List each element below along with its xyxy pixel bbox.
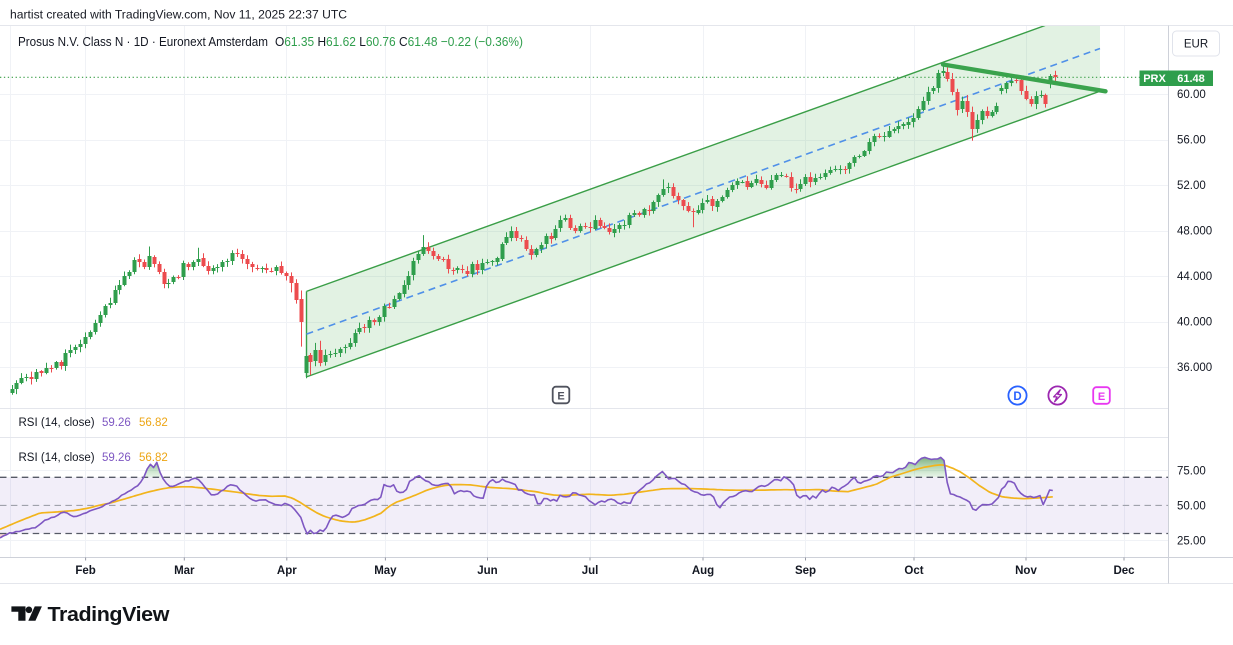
svg-text:Sep: Sep <box>795 565 816 577</box>
svg-text:61.48: 61.48 <box>1177 73 1205 85</box>
svg-text:Feb: Feb <box>75 565 95 577</box>
svg-text:56.82: 56.82 <box>139 417 168 429</box>
svg-text:Jul: Jul <box>582 565 599 577</box>
svg-text:36.000: 36.000 <box>1177 362 1212 374</box>
svg-text:May: May <box>374 565 397 577</box>
svg-text:Mar: Mar <box>174 565 195 577</box>
svg-text:52.00: 52.00 <box>1177 180 1206 192</box>
svg-text:44.000: 44.000 <box>1177 271 1212 283</box>
svg-text:59.26: 59.26 <box>102 452 131 464</box>
svg-text:D: D <box>1013 391 1021 403</box>
svg-text:56.00: 56.00 <box>1177 135 1206 147</box>
svg-text:Jun: Jun <box>477 565 497 577</box>
svg-text:Aug: Aug <box>692 565 714 577</box>
svg-text:EUR: EUR <box>1184 39 1208 51</box>
svg-text:50.00: 50.00 <box>1177 500 1206 512</box>
svg-text:Oct: Oct <box>904 565 923 577</box>
svg-text:hartist created with TradingVi: hartist created with TradingView.com, No… <box>10 8 347 22</box>
svg-text:40.000: 40.000 <box>1177 317 1212 329</box>
svg-text:O61.35 H61.62 L60.76 C61.48: O61.35 H61.62 L60.76 C61.48 −0.22 (−0.36… <box>275 34 523 49</box>
svg-text:56.82: 56.82 <box>139 452 168 464</box>
svg-text:75.00: 75.00 <box>1177 465 1206 477</box>
svg-text:E: E <box>557 391 564 403</box>
svg-text:Nov: Nov <box>1015 565 1037 577</box>
svg-text:E: E <box>1098 391 1105 403</box>
svg-text:Prosus N.V. Class N · 1D · Eur: Prosus N.V. Class N · 1D · Euronext Amst… <box>18 34 268 49</box>
svg-text:Dec: Dec <box>1113 565 1135 577</box>
svg-text:25.00: 25.00 <box>1177 536 1206 548</box>
svg-text:RSI (14, close): RSI (14, close) <box>19 452 95 464</box>
svg-text:59.26: 59.26 <box>102 417 131 429</box>
svg-text:PRX: PRX <box>1143 73 1166 85</box>
svg-text:Apr: Apr <box>277 565 297 577</box>
svg-text:TradingView: TradingView <box>48 603 170 626</box>
svg-text:48.000: 48.000 <box>1177 226 1212 238</box>
svg-text:60.00: 60.00 <box>1177 89 1206 101</box>
svg-text:RSI (14, close): RSI (14, close) <box>19 417 95 429</box>
